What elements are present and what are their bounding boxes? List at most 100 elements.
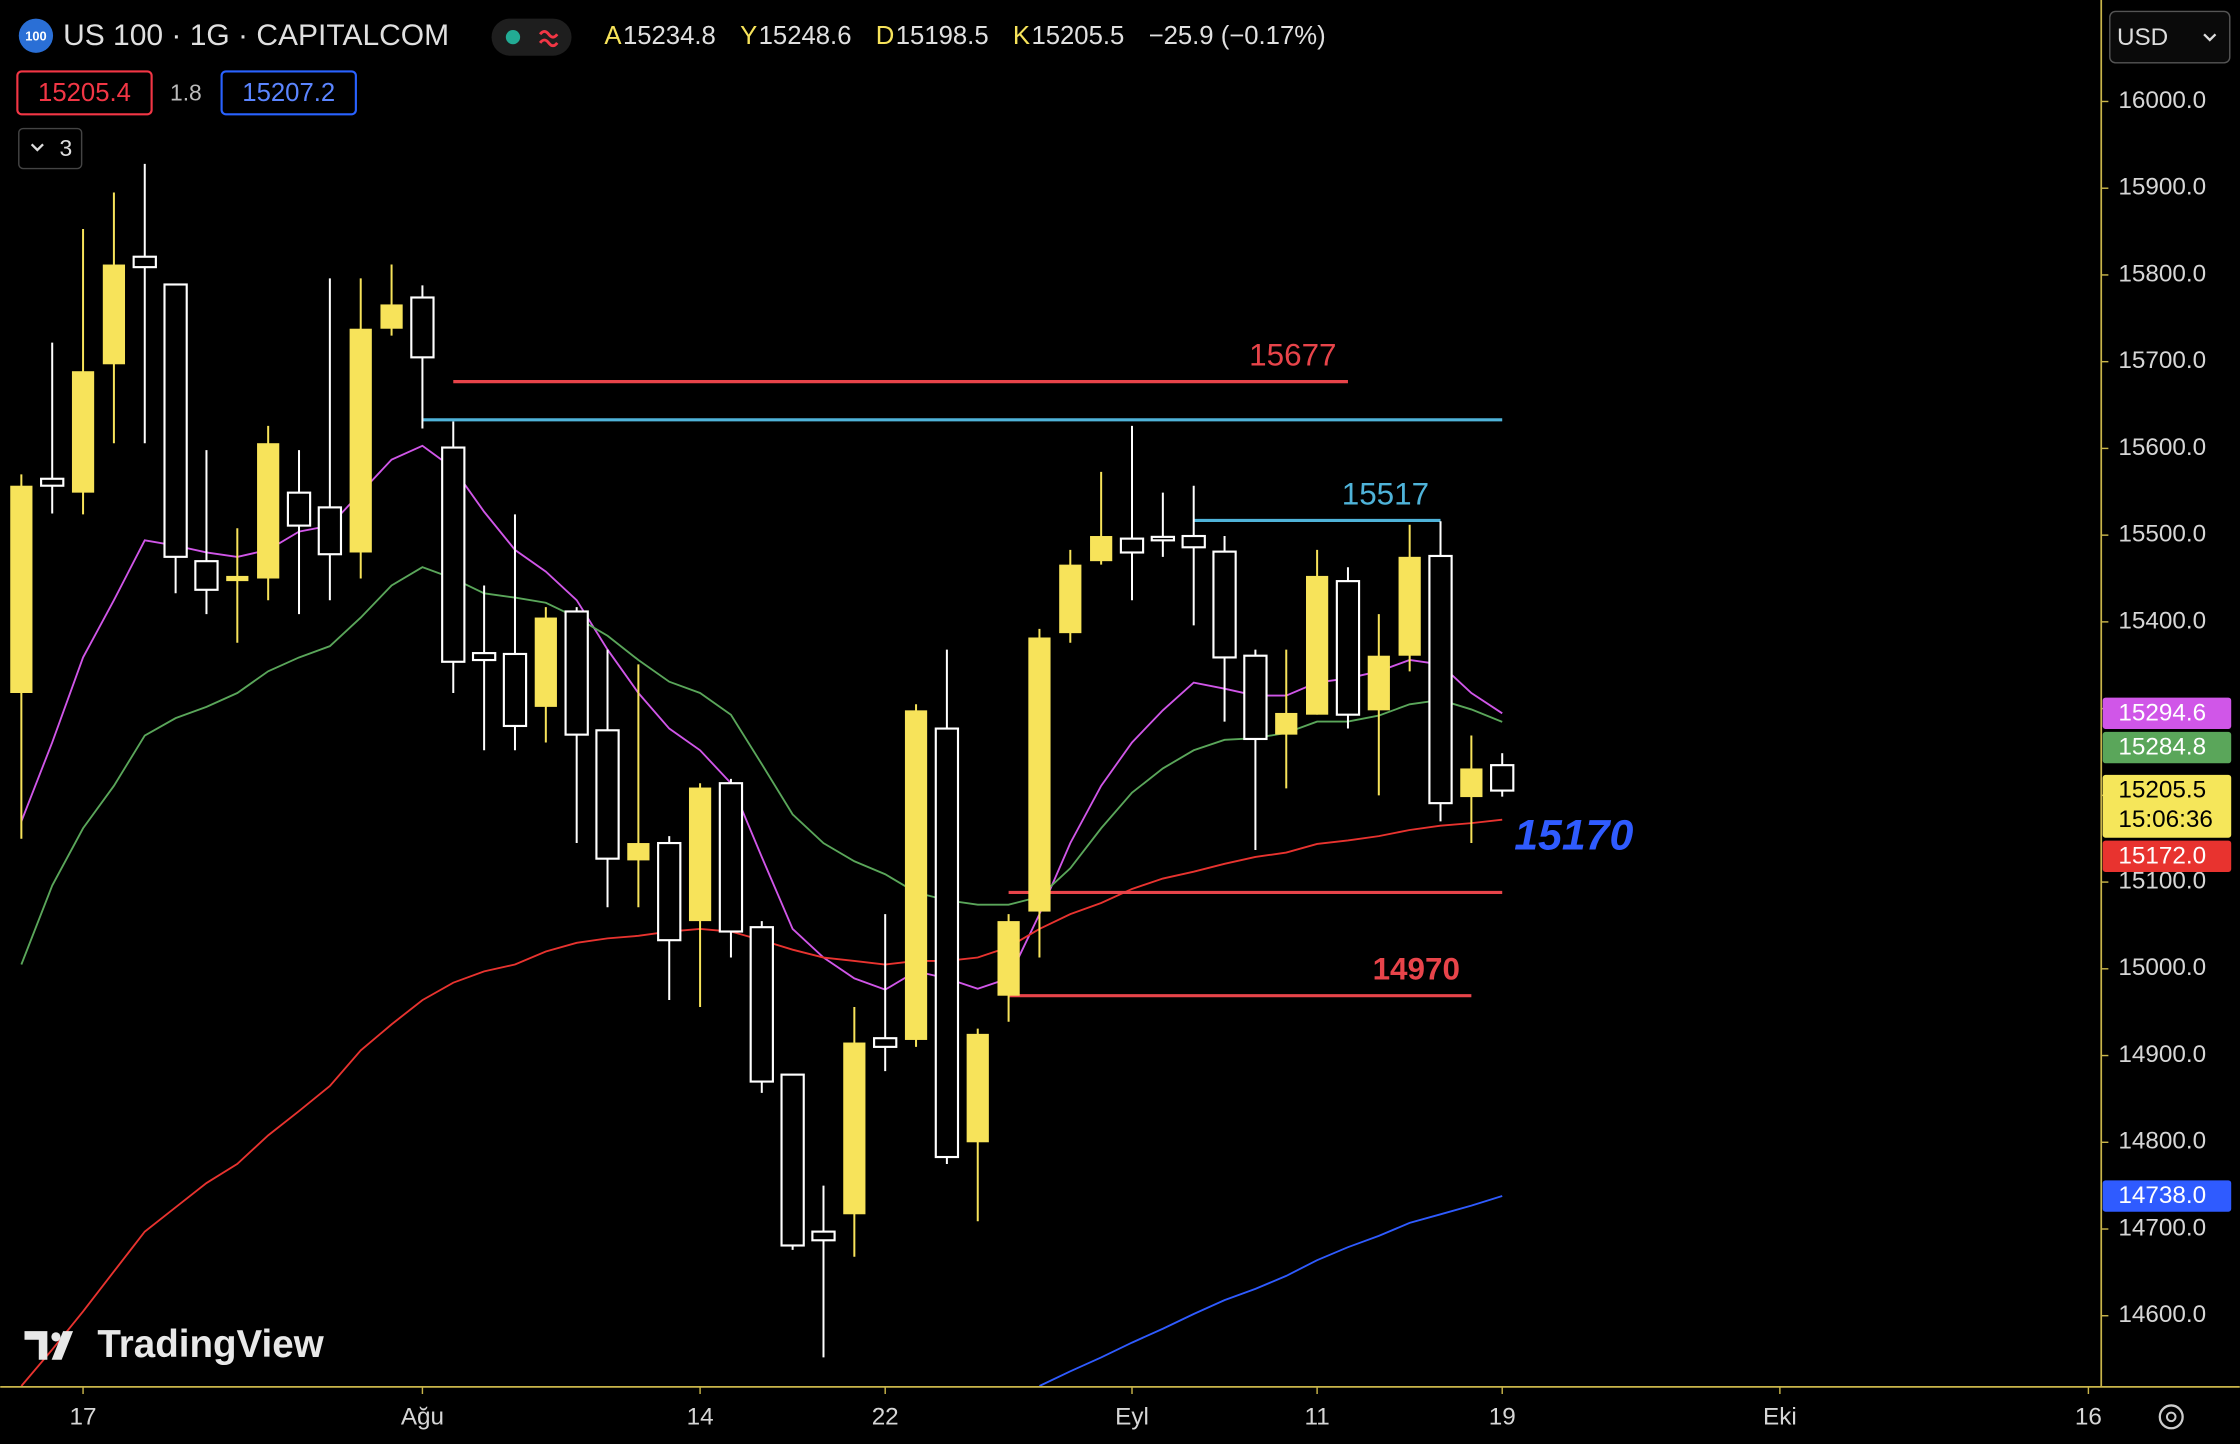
- ohlc-key: K: [1013, 22, 1030, 50]
- price-badge-label: 15294.6: [2118, 699, 2206, 726]
- candle-body: [1090, 536, 1113, 562]
- sell-price: 15205.4: [38, 79, 131, 107]
- candle-body: [1335, 580, 1361, 716]
- candle-body: [1460, 768, 1483, 798]
- candle-body: [194, 560, 219, 591]
- level-label: 15677: [1249, 338, 1336, 373]
- candle-body: [1306, 575, 1329, 715]
- candle-body: [102, 264, 126, 365]
- candle-body: [132, 255, 157, 269]
- sell-button[interactable]: [16, 70, 153, 116]
- y-tick-label: 14900.0: [2118, 1041, 2206, 1068]
- watermark-logo: [24, 1331, 74, 1360]
- plot-area: 15677 15517 14970: [10, 163, 1515, 1387]
- candle-body: [1028, 637, 1051, 912]
- y-tick-label: 14700.0: [2118, 1214, 2206, 1241]
- candle-body: [966, 1033, 989, 1143]
- x-tick-label: Ağu: [401, 1404, 444, 1431]
- candle-body: [10, 485, 33, 694]
- countdown: 15:06:36: [2118, 806, 2212, 833]
- price-badge: [2102, 774, 2232, 838]
- candle-body: [380, 304, 403, 329]
- candle-body: [1490, 764, 1515, 792]
- candle-body: [595, 729, 620, 860]
- watermark-logo-dot: [51, 1332, 61, 1342]
- buy-button[interactable]: [220, 70, 357, 116]
- candle-body: [1367, 655, 1390, 711]
- candle-body: [40, 477, 65, 487]
- candle-body: [441, 446, 466, 663]
- ohlc-value: 15205.5: [1031, 22, 1124, 50]
- candle-body: [564, 610, 589, 736]
- candle-body: [286, 491, 312, 527]
- candle-body: [688, 787, 712, 922]
- watermark: TradingView: [97, 1323, 324, 1366]
- price-badge: [2102, 840, 2232, 872]
- candle-body: [718, 782, 744, 933]
- candle-body: [1243, 654, 1268, 741]
- ohlc-key: D: [876, 22, 895, 50]
- currency: USD: [2117, 24, 2168, 51]
- price-badge: [2102, 731, 2232, 764]
- candle-body: [780, 1073, 805, 1247]
- ohlc-change: −25.9 (−0.17%): [1149, 22, 1326, 50]
- candle-body: [1059, 564, 1082, 634]
- price-badge-label: 15284.8: [2118, 734, 2206, 761]
- status-pill[interactable]: [491, 18, 572, 56]
- candle-body: [627, 843, 650, 861]
- ohlc-key: A: [604, 22, 622, 50]
- ohlc-value: 15248.6: [759, 22, 852, 50]
- settings-icon-core: [2165, 1411, 2177, 1423]
- y-tick-label: 15700.0: [2118, 347, 2206, 374]
- spread: 1.8: [170, 79, 202, 105]
- y-tick-label: 15800.0: [2118, 260, 2206, 287]
- y-tick-label: 14600.0: [2118, 1301, 2206, 1328]
- price-badge-label: 15172.0: [2118, 842, 2206, 869]
- price-badge: [2102, 1180, 2232, 1212]
- candle-body: [1119, 537, 1145, 554]
- symbol-title[interactable]: US 100 · 1G · CAPITALCOM: [63, 19, 449, 52]
- ohlc-key: Y: [740, 22, 757, 50]
- candle-body: [257, 443, 280, 579]
- candle-body: [1150, 535, 1176, 542]
- settings-icon[interactable]: [2158, 1404, 2184, 1430]
- buy-price: 15207.2: [242, 79, 335, 107]
- x-tick-label: Eyl: [1115, 1404, 1149, 1431]
- y-tick-label: 15900.0: [2118, 174, 2206, 201]
- chevron: [30, 143, 44, 152]
- candle-body: [534, 617, 557, 707]
- candle-body: [873, 1037, 898, 1048]
- candle-body: [1428, 554, 1453, 805]
- candle-body: [502, 652, 528, 728]
- price-badge-label: 15205.5: [2118, 777, 2206, 804]
- candle-body: [349, 328, 372, 553]
- currency-select[interactable]: [2109, 10, 2231, 64]
- level-label: 15517: [1342, 476, 1429, 511]
- candle-body: [904, 710, 928, 1040]
- candle-body: [1275, 712, 1298, 735]
- y-tick-label: 15600.0: [2118, 434, 2206, 461]
- y-tick-label: 15500.0: [2118, 521, 2206, 548]
- x-tick-label: 11: [1305, 1404, 1330, 1431]
- candle-body: [410, 296, 435, 359]
- candle-body: [226, 575, 249, 582]
- candle-body: [843, 1042, 866, 1215]
- symbol-logo: [18, 18, 54, 53]
- candle-body: [1212, 550, 1237, 659]
- y-tick-label: 16000.0: [2118, 87, 2206, 114]
- annotation: 15170: [1514, 812, 1633, 860]
- candle-body: [471, 652, 497, 662]
- candle-body: [997, 921, 1020, 996]
- market-status: [505, 29, 521, 45]
- chevron: [2203, 33, 2217, 42]
- ohlc-value: 15234.8: [623, 22, 716, 50]
- indicators-toggle[interactable]: [18, 127, 83, 170]
- x-tick-label: 19: [1489, 1404, 1516, 1431]
- candle-body: [71, 371, 95, 493]
- x-tick-label: 17: [70, 1404, 97, 1431]
- candle-body: [1398, 556, 1421, 656]
- y-tick-label: 15000.0: [2118, 954, 2206, 981]
- x-tick-label: 14: [687, 1404, 714, 1431]
- candle-body: [811, 1230, 836, 1242]
